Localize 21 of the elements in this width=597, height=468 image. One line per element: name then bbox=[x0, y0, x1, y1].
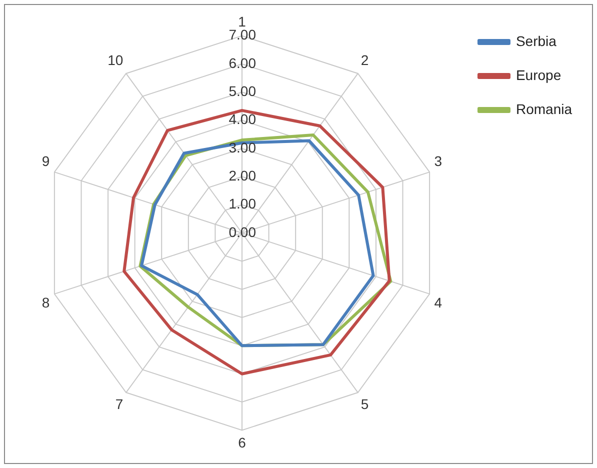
legend-label: Serbia bbox=[516, 32, 557, 49]
spoke-label: 2 bbox=[360, 52, 369, 68]
spoke-label: 5 bbox=[360, 396, 369, 412]
spoke-label: 6 bbox=[238, 434, 246, 450]
spoke-label: 9 bbox=[42, 152, 50, 169]
y-tick-label: 1.00 bbox=[228, 196, 256, 212]
y-tick-label: 6.00 bbox=[228, 54, 256, 71]
spoke-label: 4 bbox=[434, 294, 442, 311]
spoke-label: 3 bbox=[434, 152, 442, 169]
y-tick-label: 5.00 bbox=[228, 83, 256, 99]
spoke-label: 1 bbox=[238, 13, 246, 30]
spoke-label: 8 bbox=[42, 294, 50, 311]
y-tick-label: 2.00 bbox=[228, 168, 256, 184]
y-tick-label: 7.00 bbox=[228, 26, 256, 43]
spoke-label: 7 bbox=[115, 396, 124, 412]
y-tick-label: 3.00 bbox=[228, 139, 256, 156]
legend-label: Romania bbox=[516, 100, 572, 117]
legend-label: Europe bbox=[516, 66, 562, 83]
y-tick-label: 4.00 bbox=[228, 111, 256, 128]
y-tick-label: 0.00 bbox=[228, 224, 256, 240]
spoke-label: 10 bbox=[108, 52, 124, 68]
